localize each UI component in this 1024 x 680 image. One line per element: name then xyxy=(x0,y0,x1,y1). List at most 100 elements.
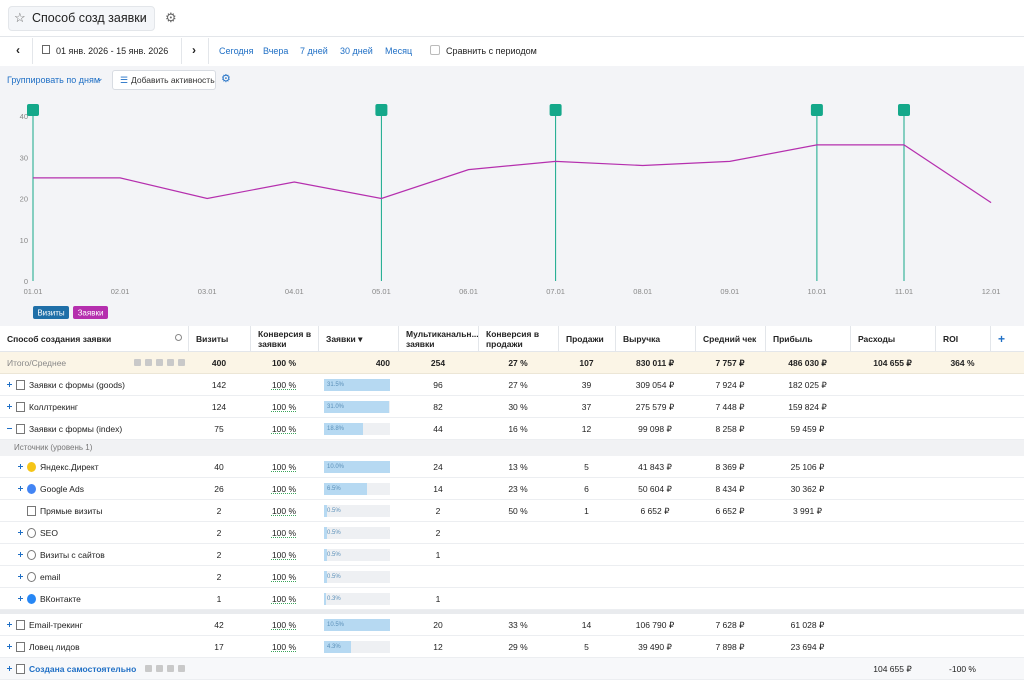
toolbar-icon xyxy=(167,359,174,366)
table-cell: 1 xyxy=(558,500,615,522)
table-cell: 27 % xyxy=(478,352,558,374)
table-cell: 1 xyxy=(318,588,390,610)
table-cell: 12 xyxy=(398,636,478,658)
toolbar-icon xyxy=(167,665,174,672)
activity-marker xyxy=(811,104,823,116)
col-divider xyxy=(990,326,991,352)
table-row xyxy=(0,500,1024,522)
total-row xyxy=(0,352,1024,374)
table-cell: 14 xyxy=(558,614,615,636)
table-cell: 13 % xyxy=(478,456,558,478)
row-icon xyxy=(27,506,36,516)
table-cell: 30 362 ₽ xyxy=(765,478,850,500)
chart: 01020304001.0102.0103.0104.0105.0106.010… xyxy=(0,0,1024,326)
share-label: 31.0% xyxy=(327,396,344,418)
table-cell: 50 % xyxy=(478,500,558,522)
x-tick-label: 12.01 xyxy=(982,287,1001,296)
share-bar xyxy=(324,505,327,517)
table-cell: 1 xyxy=(398,544,478,566)
table-cell: 42 xyxy=(318,614,390,636)
table-cell: 5 xyxy=(558,636,615,658)
table-cell: 486 030 ₽ xyxy=(765,352,850,374)
table-cell: 40 xyxy=(318,456,390,478)
share-bar xyxy=(324,549,327,561)
table-row xyxy=(0,588,1024,610)
table-cell: 2 xyxy=(188,566,250,588)
table-cell: 30 % xyxy=(478,396,558,418)
y-tick-label: 30 xyxy=(20,153,28,162)
table-cell: 182 025 ₽ xyxy=(765,374,850,396)
table-cell: 7 898 ₽ xyxy=(695,636,765,658)
table-cell: 124 xyxy=(318,396,390,418)
share-bar xyxy=(324,483,367,495)
table-cell: 2 xyxy=(398,500,478,522)
table-cell: 14 xyxy=(398,478,478,500)
share-track xyxy=(324,483,390,495)
expand-bar xyxy=(9,666,10,671)
share-label: 31.5% xyxy=(327,374,344,396)
col-divider xyxy=(398,326,399,352)
column-header: ROI xyxy=(943,326,986,352)
expand-bar xyxy=(20,552,21,557)
table-cell: 100 % xyxy=(250,478,318,500)
table-cell: 124 xyxy=(188,396,250,418)
table-cell: 24 xyxy=(398,456,478,478)
row-icon xyxy=(27,550,36,560)
expand-bar xyxy=(18,554,23,555)
table-cell: 100 % xyxy=(250,544,318,566)
table-row xyxy=(0,544,1024,566)
table-cell: 2 xyxy=(318,544,390,566)
row-name: Ловец лидов xyxy=(29,636,80,658)
table-cell: 44 xyxy=(398,418,478,440)
x-tick-label: 02.01 xyxy=(111,287,130,296)
share-track xyxy=(324,527,390,539)
table-cell: 12 xyxy=(558,418,615,440)
table-cell: 100 % xyxy=(250,588,318,610)
row-icon xyxy=(16,424,25,434)
table-cell: 100 % xyxy=(250,500,318,522)
table-cell: 8 258 ₽ xyxy=(695,418,765,440)
table-cell: 104 655 ₽ xyxy=(850,352,935,374)
table-cell: 17 xyxy=(188,636,250,658)
row-icon xyxy=(27,528,36,538)
row-icon xyxy=(16,380,25,390)
col-divider xyxy=(188,326,189,352)
column-header: Расходы xyxy=(858,326,931,352)
expand-bar xyxy=(18,598,23,599)
table-cell: 17 xyxy=(318,636,390,658)
expand-bar xyxy=(20,596,21,601)
table-cell: 29 % xyxy=(478,636,558,658)
table-cell: 2 xyxy=(188,544,250,566)
series-line xyxy=(33,145,991,203)
table-cell: 100 % xyxy=(250,374,318,396)
table-cell: 33 % xyxy=(478,614,558,636)
table-cell: 5 xyxy=(558,456,615,478)
share-label: 0.5% xyxy=(327,544,341,566)
share-label: 0.5% xyxy=(327,522,341,544)
row-name: Email-трекинг xyxy=(29,614,83,636)
col-divider xyxy=(935,326,936,352)
table-cell: 96 xyxy=(398,374,478,396)
table-cell: 7 628 ₽ xyxy=(695,614,765,636)
table-row xyxy=(0,396,1024,418)
x-tick-label: 01.01 xyxy=(24,287,43,296)
table-row xyxy=(0,418,1024,440)
table-row xyxy=(0,658,1024,680)
table-cell: Итого/Среднее xyxy=(7,352,66,374)
table-cell: 830 011 ₽ xyxy=(615,352,695,374)
table-cell: 100 % xyxy=(250,522,318,544)
x-tick-label: 11.01 xyxy=(895,287,913,296)
x-tick-label: 04.01 xyxy=(285,287,304,296)
column-header: Прибыль xyxy=(773,326,846,352)
search-icon xyxy=(175,334,182,341)
share-track xyxy=(324,549,390,561)
table-cell: 6 652 ₽ xyxy=(695,500,765,522)
table-cell: 2 xyxy=(318,500,390,522)
table-cell: 254 xyxy=(398,352,478,374)
toolbar-icon xyxy=(178,359,185,366)
table-row xyxy=(0,566,1024,588)
col-divider xyxy=(558,326,559,352)
toolbar-icon xyxy=(145,665,152,672)
table-cell: 2 xyxy=(318,566,390,588)
